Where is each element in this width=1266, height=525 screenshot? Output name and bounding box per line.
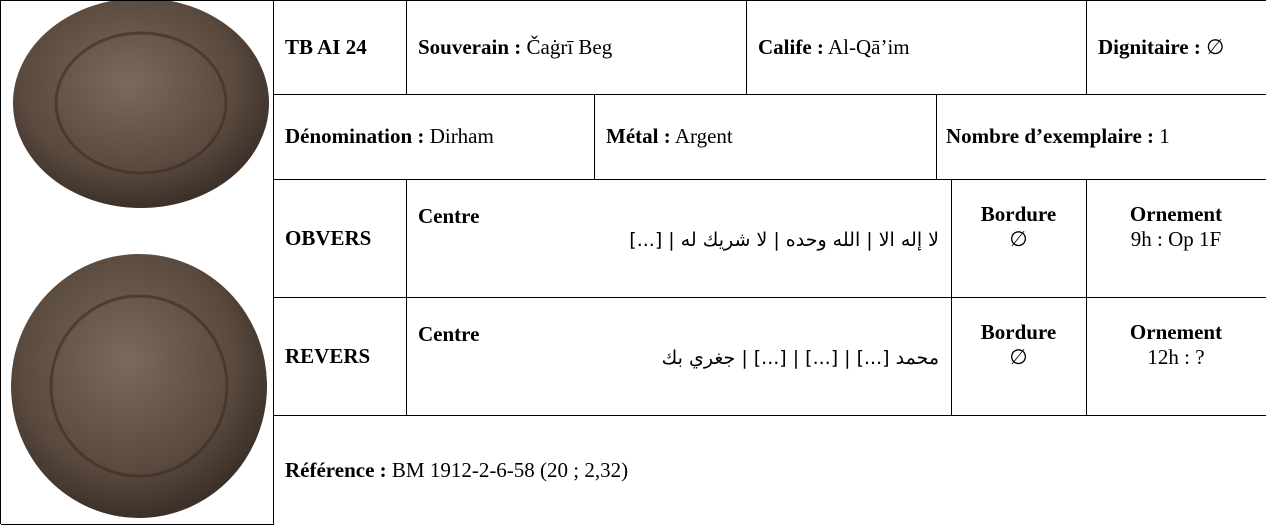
label: Ornement	[1129, 202, 1223, 226]
table-cell: OBVERS	[273, 179, 407, 298]
legend-text: محمد [...] | [...] | [...] | جغري بك	[661, 346, 939, 369]
table-cell: Souverain : Čaġrī Beg	[406, 1, 747, 95]
label: Centre	[418, 203, 480, 228]
table-cell: Métal : Argent	[594, 94, 937, 180]
table-cell: Calife : Al-Qā’im	[746, 1, 1087, 95]
side-label: REVERS	[285, 343, 371, 368]
coin-id: TB AI 24	[285, 35, 367, 59]
value: ∅	[1206, 35, 1225, 59]
label: Dénomination :	[285, 124, 425, 148]
table-cell: Bordure ∅	[951, 297, 1087, 416]
table-cell: Centre لا إله الا | الله وحده | لا شريك ل…	[406, 179, 952, 298]
value: ∅	[1009, 227, 1028, 251]
value: 12h : ?	[1147, 345, 1205, 369]
reverse-coin	[11, 254, 267, 518]
label: Bordure	[980, 320, 1057, 344]
label: Dignitaire :	[1098, 35, 1201, 59]
label: Référence :	[285, 457, 387, 482]
label: Ornement	[1129, 320, 1223, 344]
legend-text: لا إله الا | الله وحده | لا شريك له | [.…	[629, 228, 939, 251]
obverse-coin	[13, 1, 269, 208]
value: Argent	[674, 124, 733, 148]
label: Nombre d’exemplaire :	[946, 124, 1155, 148]
label: Métal :	[606, 124, 671, 148]
value: 9h : Op 1F	[1130, 227, 1222, 251]
table-cell: Ornement 9h : Op 1F	[1086, 179, 1266, 298]
label: Souverain :	[418, 35, 522, 59]
value: Dirham	[429, 124, 494, 148]
table-cell: Centre محمد [...] | [...] | [...] | جغري …	[406, 297, 952, 416]
label: Bordure	[980, 202, 1057, 226]
label: Centre	[418, 321, 480, 346]
value: Čaġrī Beg	[526, 35, 613, 59]
value: BM 1912-2-6-58 (20 ; 2,32)	[391, 457, 629, 482]
table-cell: Référence : BM 1912-2-6-58 (20 ; 2,32)	[273, 415, 1266, 525]
table-cell: TB AI 24	[273, 1, 407, 95]
value: ∅	[1009, 345, 1028, 369]
coin-photos	[1, 1, 274, 525]
table-cell: Bordure ∅	[951, 179, 1087, 298]
value: Al-Qā’im	[828, 35, 910, 59]
table-cell: REVERS	[273, 297, 407, 416]
table-cell: Ornement 12h : ?	[1086, 297, 1266, 416]
coin-images	[11, 1, 269, 518]
table-cell: Dénomination : Dirham	[273, 94, 595, 180]
label: Calife :	[758, 35, 824, 59]
table-cell: Dignitaire : ∅	[1086, 1, 1266, 95]
side-label: OBVERS	[285, 225, 372, 250]
value: 1	[1159, 124, 1170, 148]
table-cell: Nombre d’exemplaire : 1	[936, 94, 1266, 180]
